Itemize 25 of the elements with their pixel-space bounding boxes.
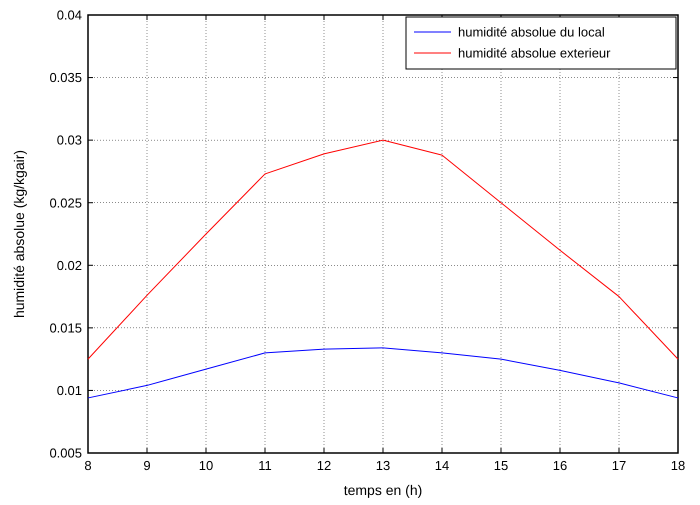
x-tick-label: 10: [198, 458, 214, 473]
y-tick-label: 0.015: [49, 320, 82, 336]
y-tick-label: 0.025: [49, 195, 82, 210]
legend-label: humidité absolue du local: [458, 24, 605, 40]
x-tick-label: 8: [84, 458, 92, 473]
x-tick-label: 14: [434, 458, 450, 473]
y-tick-label: 0.04: [56, 8, 82, 23]
x-tick-label: 12: [316, 458, 332, 473]
line-series: [88, 140, 678, 360]
x-tick-label: 9: [143, 458, 151, 473]
y-tick-label: 0.035: [49, 70, 82, 86]
y-tick-label: 0.005: [49, 446, 82, 461]
x-tick-label: 18: [670, 458, 686, 473]
x-axis-title: temps en (h): [344, 482, 422, 498]
x-tick-label: 15: [494, 458, 508, 473]
x-tick-label: 11: [258, 458, 272, 473]
legend-label: humidité absolue exterieur: [458, 46, 612, 61]
y-tick-label: 0.03: [56, 132, 82, 148]
y-tick-label: 0.02: [56, 258, 82, 273]
x-tick-label: 17: [612, 458, 626, 473]
y-tick-label: 0.01: [56, 382, 82, 398]
y-axis-title: humidité absolue (kg/kgair): [11, 150, 27, 318]
x-tick-label: 16: [552, 458, 568, 473]
line-series: [88, 347, 678, 398]
x-tick-label: 13: [376, 458, 390, 473]
